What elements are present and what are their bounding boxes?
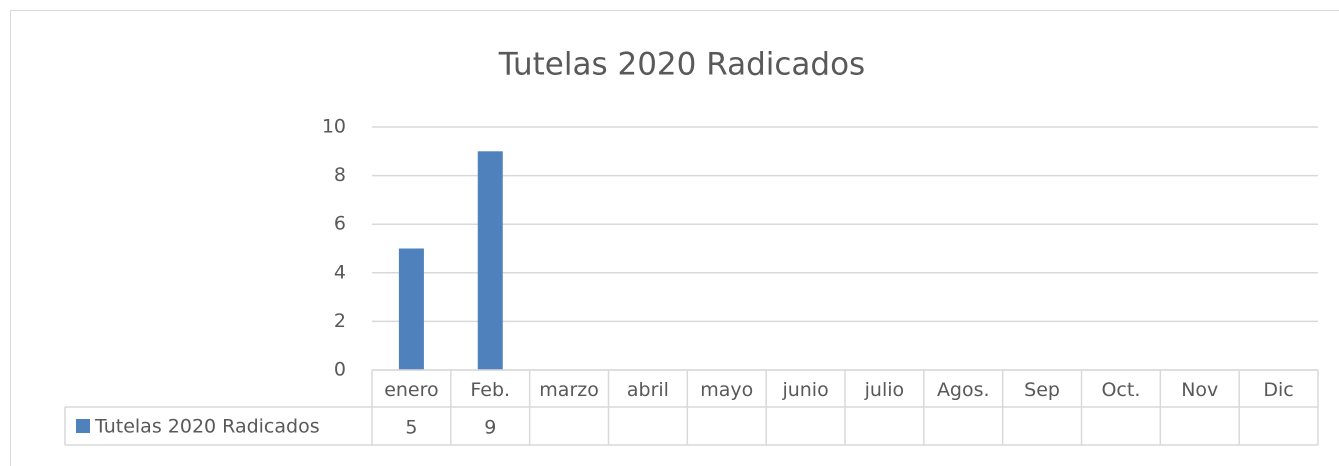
x-tick-label: Feb. (470, 379, 510, 401)
chart-frame (10, 10, 1339, 466)
y-tick-label: 8 (334, 164, 346, 186)
legend-key (76, 419, 90, 433)
x-tick-label: Sep (1024, 379, 1060, 401)
x-tick-label: julio (864, 379, 905, 401)
x-tick-label: Nov (1181, 379, 1218, 401)
x-tick-label: abril (627, 379, 669, 401)
x-tick-label: mayo (700, 379, 753, 401)
y-tick-label: 10 (322, 116, 346, 138)
x-tick-label: Dic (1263, 379, 1293, 401)
x-tick-label: enero (384, 379, 438, 401)
y-tick-label: 0 (334, 359, 346, 381)
y-tick-label: 2 (334, 310, 346, 332)
chart-title: Tutelas 2020 Radicados (498, 47, 865, 83)
bar (477, 151, 503, 370)
x-tick-label: marzo (539, 379, 599, 401)
legend-label: Tutelas 2020 Radicados (94, 416, 320, 438)
x-tick-label: Oct. (1101, 379, 1140, 401)
x-tick-label: junio (781, 379, 828, 401)
table-value: 9 (484, 417, 496, 439)
y-tick-label: 4 (334, 261, 346, 283)
table-value: 5 (405, 417, 417, 439)
y-tick-label: 6 (334, 213, 346, 235)
bar (398, 248, 424, 370)
x-tick-label: Agos. (937, 379, 990, 401)
